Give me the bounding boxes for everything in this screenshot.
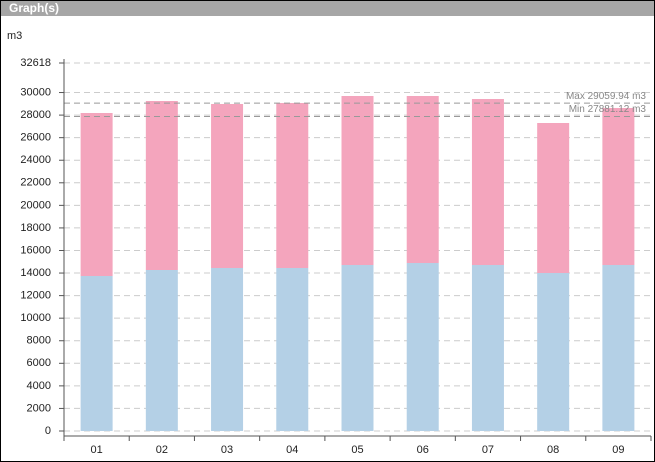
y-tick-label: 32618	[20, 57, 51, 69]
bar-segment	[471, 264, 504, 431]
x-tick-label: 03	[221, 444, 233, 456]
x-tick-label: 06	[417, 444, 429, 456]
bar-segment	[211, 103, 244, 268]
bar-segment	[602, 264, 635, 431]
bar-segment	[80, 275, 113, 431]
x-tick-label: 07	[482, 444, 494, 456]
y-tick-label: 22000	[20, 177, 51, 189]
y-tick-label: 8000	[27, 335, 51, 347]
y-tick-label: 18000	[20, 222, 51, 234]
x-tick-label: 09	[612, 444, 624, 456]
reference-label: Min 27881.12 m3	[569, 104, 647, 115]
bar-segment	[341, 264, 374, 431]
panel-header: Graph(s)	[1, 1, 654, 16]
bar-segment	[341, 96, 374, 265]
x-tick-label: 05	[351, 444, 363, 456]
bar-segment	[406, 262, 439, 431]
y-tick-label: 28000	[20, 109, 51, 121]
y-tick-label: 14000	[20, 267, 51, 279]
y-axis-label: m3	[7, 30, 22, 42]
bar-segment	[145, 100, 178, 271]
bar-segment	[602, 107, 635, 265]
bar-segment	[211, 267, 244, 431]
bar-segment	[406, 96, 439, 263]
bar-segment	[537, 273, 570, 431]
bar-segment	[276, 102, 309, 268]
bar-segment	[471, 99, 504, 265]
y-tick-label: 30000	[20, 86, 51, 98]
y-tick-label: 26000	[20, 132, 51, 144]
y-tick-label: 20000	[20, 199, 51, 211]
reference-label: Max 29059.94 m3	[566, 91, 646, 102]
x-tick-label: 02	[156, 444, 168, 456]
y-tick-label: 12000	[20, 290, 51, 302]
y-tick-label: 2000	[27, 402, 51, 414]
x-tick-label: 08	[547, 444, 559, 456]
bar-segment	[276, 267, 309, 431]
bar-segment	[145, 270, 178, 431]
x-tick-label: 01	[90, 444, 102, 456]
bar-segment	[537, 122, 570, 274]
y-tick-label: 10000	[20, 312, 51, 324]
bar-segment	[80, 113, 113, 276]
y-tick-label: 24000	[20, 154, 51, 166]
y-tick-label: 0	[45, 425, 51, 437]
y-tick-label: 16000	[20, 244, 51, 256]
y-tick-label: 4000	[27, 380, 51, 392]
x-tick-label: 04	[286, 444, 298, 456]
y-tick-label: 6000	[27, 357, 51, 369]
